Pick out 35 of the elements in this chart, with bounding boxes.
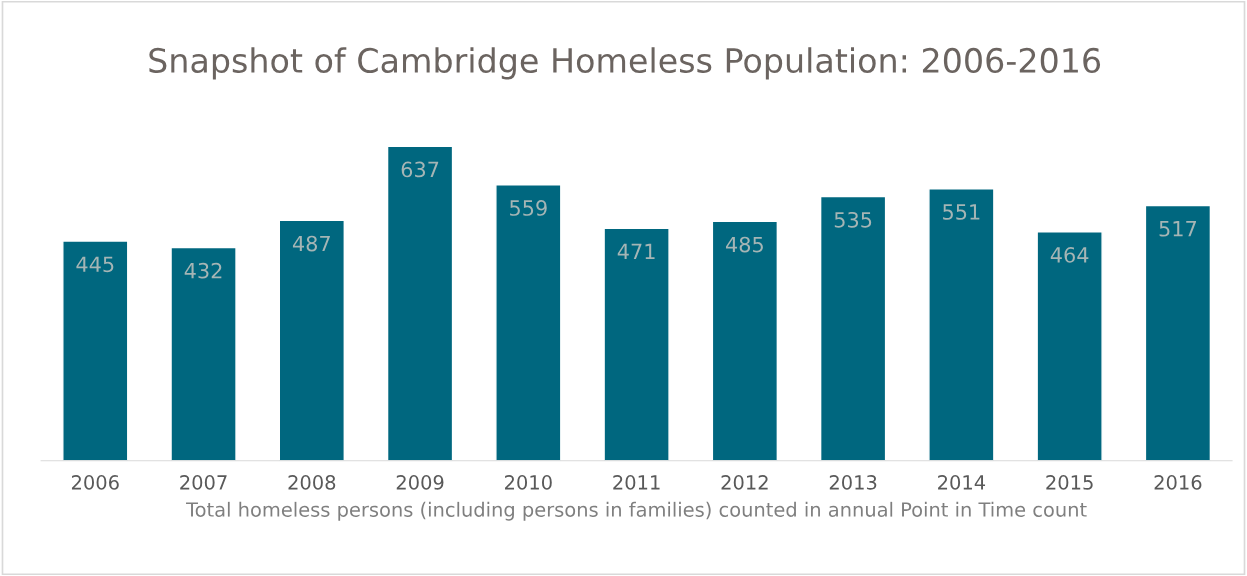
x-tick-label: 2013 [829,475,877,490]
x-tick-label: 2016 [1154,475,1202,490]
x-tick-label: 2011 [613,475,660,490]
data-label: 637 [401,161,439,178]
data-label: 464 [1050,247,1089,263]
data-label: 559 [510,200,547,216]
x-tick-label: 2015 [1046,475,1093,490]
data-label: 487 [292,235,330,252]
x-tick-label: 2007 [180,475,227,490]
bar [278,219,345,461]
bar [170,246,237,461]
data-label: 471 [617,243,655,260]
x-axis-title: Total homeless persons (including persons in families) counted in annual Point in Time count [186,501,1087,521]
bar [928,188,995,461]
bar [62,240,129,461]
bar [603,227,670,461]
chart-title: Snapshot of Cambridge Homeless Population: 2006-2016 [149,47,1101,80]
data-label: 517 [1159,221,1197,237]
bar [1144,204,1212,461]
x-tick-label: 2010 [505,475,552,490]
data-label: 445 [76,256,114,273]
data-label: 551 [943,204,980,220]
x-tick-label: 2014 [938,475,986,490]
x-tick-label: 2009 [396,475,444,490]
x-tick-label: 2012 [721,475,768,490]
bar [819,195,887,461]
data-label: 535 [834,211,872,228]
data-label: 432 [184,262,222,279]
bar [495,184,562,461]
data-label: 485 [725,236,763,253]
x-tick-label: 2006 [71,475,119,490]
bar [711,220,779,461]
bar [386,145,454,461]
bar [1036,231,1103,461]
x-tick-label: 2008 [288,475,336,490]
